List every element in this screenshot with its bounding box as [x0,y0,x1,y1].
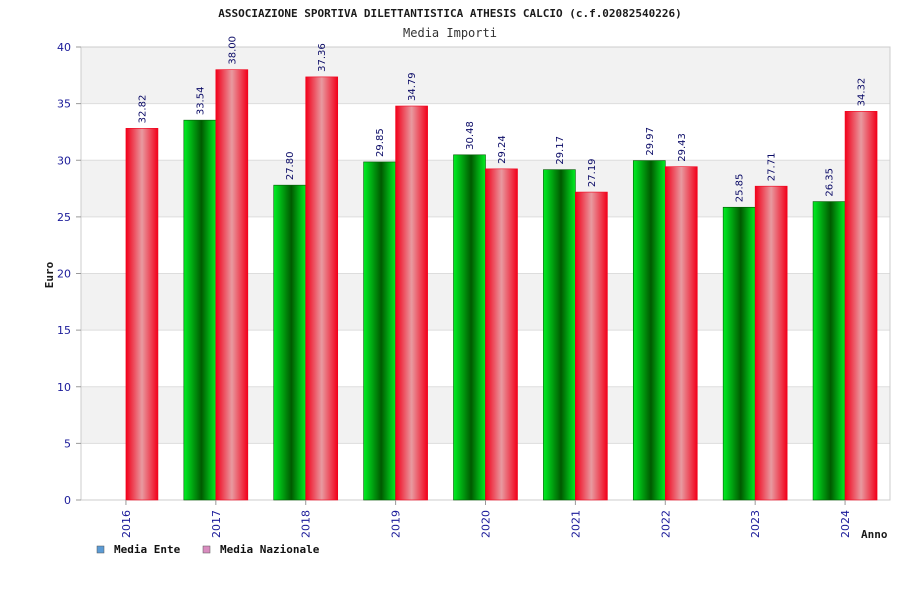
bar-media-ente-2017 [183,119,217,501]
data-label-media-ente-2021: 29.17 [555,136,566,165]
data-label-media-nazionale-2018: 37.36 [317,43,328,72]
bar-media-nazionale-2020 [485,168,518,501]
bar-media-ente-2018 [273,184,307,501]
bar-media-nazionale-2016 [125,128,159,501]
data-label-media-ente-2017: 33.54 [195,87,206,116]
chart-subtitle: Media Importi [403,26,497,40]
bar-media-nazionale-2018 [305,76,339,501]
x-tick-label: 2020 [480,510,493,538]
bar-media-ente-2019 [363,161,396,501]
legend-swatch-media-ente [96,545,105,554]
x-tick-label: 2022 [659,510,672,538]
data-label-media-nazionale-2023: 27.71 [767,153,778,182]
y-tick-label: 0 [64,494,71,507]
data-label-media-nazionale-2016: 32.82 [137,95,148,124]
bar-media-ente-2021 [543,169,576,501]
y-axis-ticks: 0 5 10 15 20 25 30 35 40 [57,41,81,507]
bars [125,69,878,501]
x-tick-label: 2017 [210,510,223,538]
y-tick-label: 35 [57,98,71,111]
data-labels: 32.82 33.54 38.00 27.80 37.36 29.85 34.79 30.48… [137,36,867,202]
legend-label-media-ente: Media Ente [114,543,181,556]
x-tick-label: 2016 [120,510,133,538]
data-label-media-ente-2018: 27.80 [285,152,296,181]
bar-media-ente-2023 [722,206,756,501]
bar-media-ente-2024 [812,201,846,501]
legend: Media Ente Media Nazionale [96,543,320,556]
data-label-media-nazionale-2022: 29.43 [677,133,688,162]
y-tick-label: 30 [57,154,71,167]
bar-media-nazionale-2024 [844,111,878,501]
data-label-media-ente-2019: 29.85 [375,128,386,157]
x-tick-label: 2018 [300,510,313,538]
y-tick-label: 40 [57,41,71,54]
bar-media-nazionale-2023 [754,185,788,501]
x-tick-label: 2023 [749,510,762,538]
y-tick-label: 20 [57,268,71,281]
data-label-media-ente-2023: 25.85 [735,174,746,203]
y-tick-label: 15 [57,324,71,337]
x-axis-ticks: 2016 2017 2018 2019 2020 2021 2022 2023 2024 [120,500,852,538]
legend-label-media-nazionale: Media Nazionale [220,543,320,556]
data-label-media-ente-2024: 26.35 [825,168,836,197]
x-tick-label: 2021 [569,510,582,538]
data-label-media-ente-2022: 29.97 [645,127,656,156]
y-tick-label: 25 [57,211,71,224]
y-axis-label: Euro [43,261,56,288]
y-tick-label: 10 [57,381,71,394]
bar-media-ente-2020 [453,154,486,501]
chart-title: ASSOCIAZIONE SPORTIVA DILETTANTISTICA AT… [218,7,682,20]
x-tick-label: 2019 [390,510,403,538]
data-label-media-nazionale-2024: 34.32 [857,78,868,107]
x-axis-label: Anno [861,528,888,541]
data-label-media-nazionale-2019: 34.79 [407,72,418,101]
bar-media-ente-2022 [632,160,666,501]
data-label-media-nazionale-2017: 38.00 [227,36,238,65]
data-label-media-nazionale-2020: 29.24 [497,135,508,164]
bar-media-nazionale-2019 [395,105,428,501]
bar-media-nazionale-2021 [575,191,608,501]
bar-media-nazionale-2017 [215,69,249,501]
data-label-media-nazionale-2021: 27.19 [587,158,598,187]
bar-media-nazionale-2022 [664,166,698,501]
legend-swatch-media-nazionale [202,545,211,554]
data-label-media-ente-2020: 30.48 [465,121,476,150]
x-tick-label: 2024 [839,510,852,538]
y-tick-label: 5 [64,437,71,450]
